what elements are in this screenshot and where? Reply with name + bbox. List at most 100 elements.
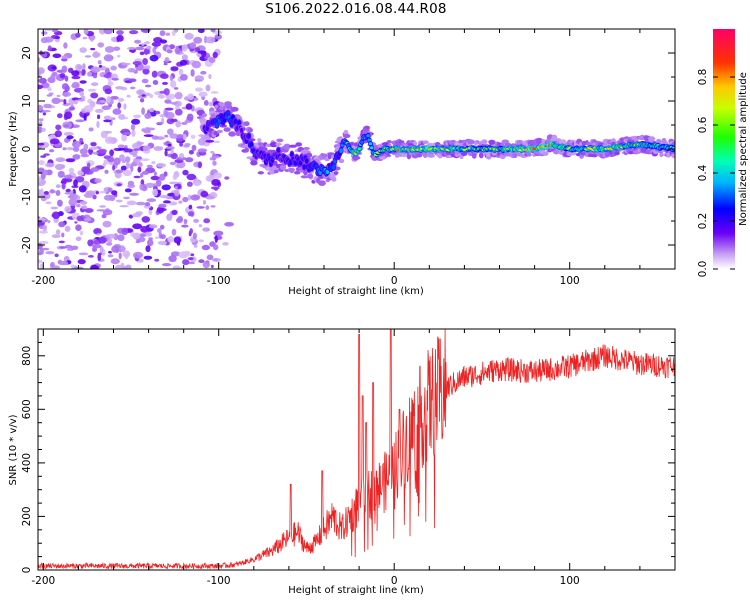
noise-blob [41, 110, 51, 113]
colorbar-tick-label: 0.2 [697, 213, 709, 230]
noise-blob [41, 82, 50, 89]
noise-blob [163, 200, 171, 204]
noise-blob [56, 94, 61, 98]
snr-panel: -200 -100 0 100 0 200 400 600 800 Height of str… [8, 328, 676, 596]
ridge-mid [302, 164, 307, 170]
noise-blob [109, 149, 114, 157]
noise-blob [189, 228, 193, 235]
noise-blob [92, 51, 100, 59]
noise-blob [107, 238, 112, 244]
noise-blob [170, 66, 179, 71]
noise-blob [181, 224, 189, 228]
ridge-halo-blob [201, 113, 207, 118]
colorbar-label: Normalized spectral amplitude [738, 72, 749, 226]
noise-blob [132, 223, 143, 230]
noise-blob [54, 130, 62, 138]
noise-blob [54, 163, 64, 171]
noise-blob [182, 134, 187, 141]
ridge-mid [290, 151, 294, 157]
noise-blob [187, 257, 194, 260]
noise-blob [92, 244, 102, 249]
noise-blob [59, 73, 66, 79]
noise-blob [167, 236, 174, 243]
noise-blob [91, 151, 99, 155]
noise-blob [81, 205, 88, 210]
noise-blob [179, 142, 184, 147]
noise-blob [117, 54, 121, 58]
noise-blob [99, 190, 106, 194]
spectrogram-y-tick-label: 10 [21, 94, 33, 107]
noise-blob [90, 47, 96, 51]
snr-y-tick-label: 0 [21, 567, 33, 574]
noise-blob [65, 158, 76, 163]
noise-blob [50, 206, 59, 210]
noise-blob [51, 71, 58, 77]
noise-blob [55, 229, 61, 235]
ridge-halo-blob [401, 153, 408, 158]
noise-blob [140, 172, 144, 178]
noise-blob [145, 182, 155, 188]
noise-blob-group [38, 29, 235, 269]
noise-blob [40, 188, 44, 196]
noise-blob [164, 110, 169, 117]
noise-blob [90, 82, 99, 87]
noise-blob [72, 154, 81, 160]
noise-blob [176, 134, 184, 138]
noise-blob [205, 195, 215, 200]
noise-blob [116, 183, 122, 187]
noise-blob [197, 29, 205, 34]
noise-blob [205, 36, 216, 44]
ridge-halo-blob [265, 166, 271, 171]
noise-blob [116, 34, 124, 42]
noise-blob [81, 69, 86, 76]
noise-blob [163, 88, 170, 96]
noise-blob [132, 232, 141, 240]
noise-blob [38, 259, 43, 264]
noise-blob [140, 225, 149, 233]
noise-blob [164, 57, 170, 63]
ridge-halo-blob [427, 154, 435, 158]
noise-blob [210, 150, 215, 154]
noise-blob [153, 171, 157, 177]
noise-blob [90, 92, 99, 99]
noise-blob [132, 61, 142, 66]
noise-blob [165, 146, 175, 150]
noise-blob [45, 201, 52, 205]
ridge-halo-blob [342, 133, 351, 139]
noise-blob [169, 75, 174, 82]
noise-blob [191, 60, 202, 69]
noise-blob [42, 112, 47, 116]
ridge-halo-blob [413, 141, 418, 146]
ridge-halo-blob [553, 149, 560, 155]
noise-blob [211, 179, 221, 186]
ridge-halo-blob [257, 138, 262, 143]
noise-blob [200, 70, 207, 75]
spectrogram-y-tick-label: -10 [21, 188, 33, 205]
noise-blob [70, 264, 75, 269]
noise-blob [147, 239, 154, 247]
noise-blob [196, 206, 205, 209]
noise-blob [69, 193, 78, 201]
ridge-halo-blob [216, 129, 223, 134]
ridge-halo-blob [303, 169, 308, 176]
noise-blob [193, 244, 198, 248]
noise-blob [77, 99, 86, 102]
noise-blob [214, 155, 220, 158]
noise-blob [104, 115, 112, 121]
noise-blob [74, 221, 78, 224]
noise-blob [192, 232, 197, 240]
noise-blob [127, 180, 135, 187]
noise-blob [88, 146, 99, 150]
noise-blob [63, 131, 74, 136]
snr-y-tick-label: 200 [21, 506, 33, 526]
noise-blob [40, 155, 47, 158]
noise-blob [208, 73, 212, 80]
noise-blob [104, 88, 113, 95]
ridge-mid [368, 142, 373, 146]
noise-blob [169, 181, 179, 185]
noise-blob [140, 158, 150, 161]
noise-blob [130, 164, 134, 172]
ridge-halo-blob [269, 141, 278, 148]
noise-blob [63, 124, 70, 128]
noise-blob [117, 102, 122, 109]
